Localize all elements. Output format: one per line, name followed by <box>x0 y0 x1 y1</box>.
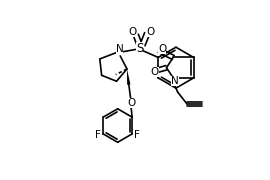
Polygon shape <box>127 69 130 85</box>
Text: N: N <box>116 44 123 54</box>
Text: F: F <box>134 130 140 140</box>
Text: O: O <box>128 98 136 108</box>
Text: N: N <box>171 76 178 86</box>
Text: S: S <box>136 42 143 55</box>
Text: O: O <box>158 44 166 54</box>
Text: O: O <box>150 67 158 77</box>
Text: O: O <box>128 27 136 37</box>
Text: F: F <box>95 130 101 140</box>
Text: O: O <box>146 27 154 37</box>
